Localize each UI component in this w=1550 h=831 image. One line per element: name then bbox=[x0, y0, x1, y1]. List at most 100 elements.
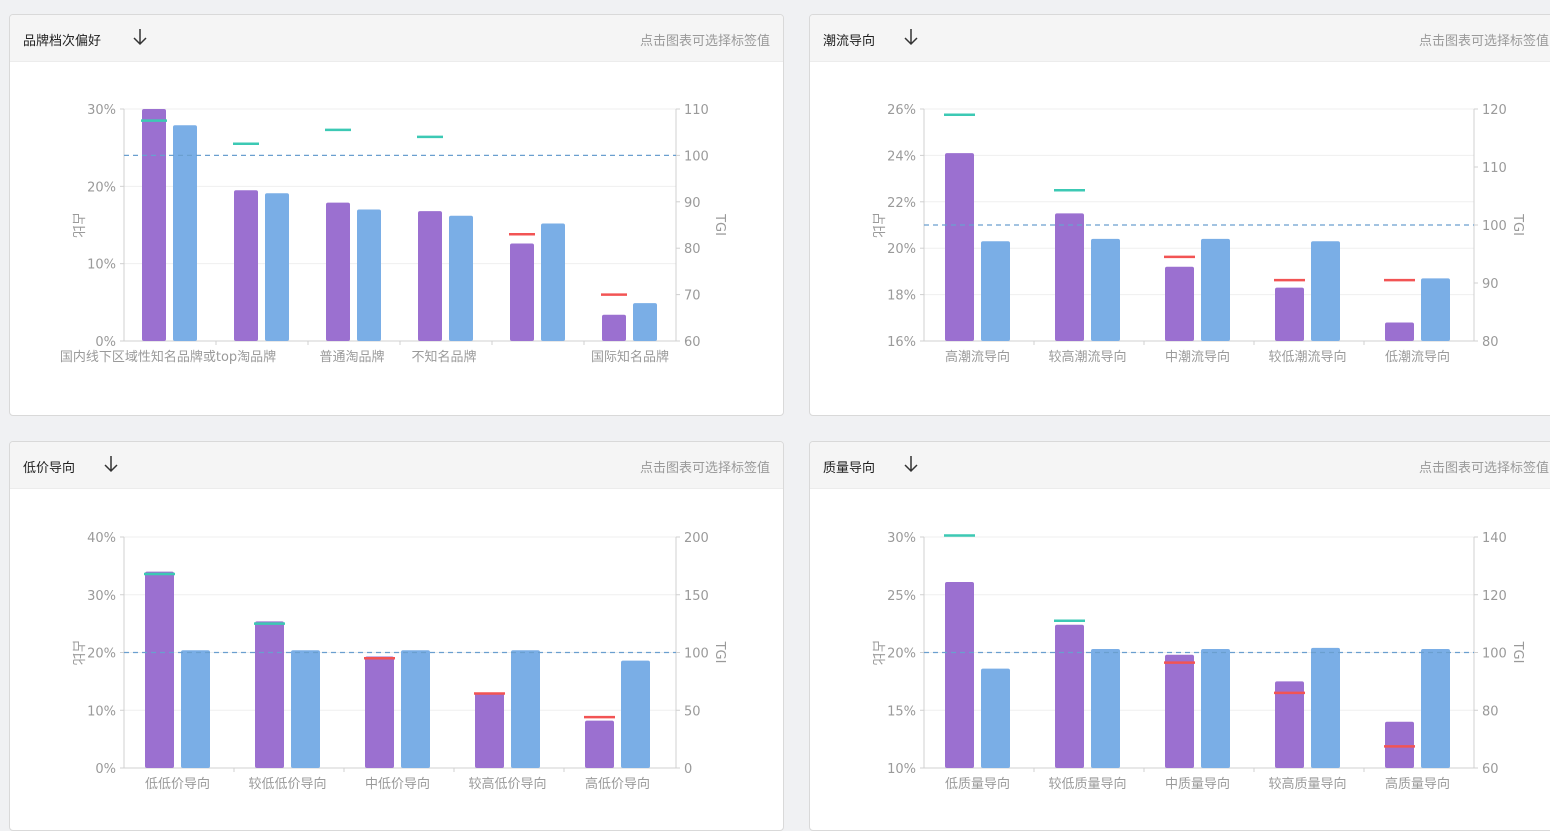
chart-panel-trend-orientation: 潮流导向 点击图表可选择标签值 16% 18% 20% 22% 24% 26% 80 90 10… bbox=[809, 14, 1550, 416]
x-axis-category-label: 国际知名品牌 bbox=[591, 349, 669, 365]
left-axis-tick-label: 40% bbox=[87, 531, 116, 546]
bar-chart[interactable]: 10% 15% 20% 25% 30% 60 80 100 120 140 占比 TGI 低质量导向 较低… bbox=[810, 489, 1550, 831]
bar-secondary bbox=[1201, 238, 1230, 341]
x-axis-category-label: 较高质量导向 bbox=[1268, 776, 1346, 792]
bar-secondary bbox=[633, 303, 657, 341]
left-axis-tick-label: 25% bbox=[887, 589, 916, 604]
sort-down-arrow-icon[interactable] bbox=[132, 27, 148, 47]
right-axis-label: TGI bbox=[1510, 641, 1525, 664]
right-axis-tick-label: 110 bbox=[684, 103, 709, 118]
right-axis-tick-label: 100 bbox=[1482, 219, 1507, 234]
bar-secondary bbox=[265, 193, 289, 341]
sort-down-arrow-icon[interactable] bbox=[103, 454, 119, 474]
right-axis-tick-label: 120 bbox=[1482, 589, 1507, 604]
left-axis-tick-label: 24% bbox=[887, 149, 916, 164]
bar-secondary bbox=[1091, 649, 1120, 768]
right-axis-tick-label: 100 bbox=[1482, 647, 1507, 662]
bar-chart[interactable]: 0% 10% 20% 30% 40% 0 50 100 150 200 占比 TGI 低低价导向 较低低价… bbox=[10, 489, 784, 831]
left-axis-tick-label: 10% bbox=[87, 704, 116, 719]
bar-primary bbox=[326, 202, 350, 341]
right-axis-tick-label: 100 bbox=[684, 647, 709, 662]
bar-primary bbox=[142, 109, 166, 341]
left-axis-tick-label: 0% bbox=[95, 335, 116, 350]
bar-secondary bbox=[981, 668, 1010, 768]
bar-secondary bbox=[1421, 278, 1450, 341]
right-axis-tick-label: 200 bbox=[684, 531, 709, 546]
right-axis-label: TGI bbox=[712, 213, 727, 236]
x-axis-category-label: 较低质量导向 bbox=[1048, 776, 1126, 792]
bar-primary bbox=[475, 692, 504, 768]
panel-hint: 点击图表可选择标签值 bbox=[639, 461, 770, 476]
bar-primary bbox=[1165, 654, 1194, 768]
right-axis-tick-label: 60 bbox=[1482, 762, 1499, 777]
x-axis-category-label: 低潮流导向 bbox=[1385, 349, 1450, 365]
left-axis-tick-label: 16% bbox=[887, 335, 916, 350]
bar-secondary bbox=[1091, 238, 1120, 341]
x-axis-category-label: 普通淘品牌 bbox=[319, 349, 384, 365]
panel-hint: 点击图表可选择标签值 bbox=[1419, 461, 1550, 476]
panel-hint: 点击图表可选择标签值 bbox=[1419, 34, 1550, 49]
bar-primary bbox=[418, 211, 442, 341]
right-axis-tick-label: 150 bbox=[684, 589, 709, 604]
bar-primary bbox=[1055, 213, 1084, 341]
bar-primary bbox=[234, 190, 258, 341]
panel-title: 品牌档次偏好 bbox=[23, 34, 102, 49]
x-axis-category-label: 国内线下区域性知名品牌或top淘品牌 bbox=[60, 349, 276, 365]
panel-header: 潮流导向 点击图表可选择标签值 bbox=[810, 15, 1550, 62]
bar-primary bbox=[1055, 624, 1084, 768]
bar-secondary bbox=[1201, 649, 1230, 768]
bar-primary bbox=[510, 243, 534, 341]
bar-secondary bbox=[449, 215, 473, 341]
left-axis-tick-label: 30% bbox=[87, 103, 116, 118]
chart-panel-low-price-orientation: 低价导向 点击图表可选择标签值 0% 10% 20% 30% 40% 0 50 100 150 2… bbox=[9, 441, 784, 831]
x-axis-category-label: 中低价导向 bbox=[365, 776, 430, 792]
bar-primary bbox=[945, 153, 974, 341]
panel-header: 低价导向 点击图表可选择标签值 bbox=[10, 442, 783, 489]
panel-title: 质量导向 bbox=[823, 461, 876, 476]
right-axis-tick-label: 90 bbox=[1482, 277, 1499, 292]
bar-primary bbox=[1385, 721, 1414, 768]
left-axis-tick-label: 20% bbox=[887, 647, 916, 662]
bar-primary bbox=[1275, 681, 1304, 768]
bar-primary bbox=[365, 656, 394, 768]
right-axis-tick-label: 110 bbox=[1482, 161, 1507, 176]
left-axis-tick-label: 0% bbox=[95, 762, 116, 777]
left-axis-tick-label: 15% bbox=[887, 704, 916, 719]
bar-primary bbox=[585, 720, 614, 768]
left-axis-label: 占比 bbox=[70, 212, 85, 238]
bar-primary bbox=[602, 314, 626, 341]
x-axis-category-label: 较高低价导向 bbox=[468, 776, 546, 792]
bar-secondary bbox=[511, 650, 540, 768]
right-axis-tick-label: 50 bbox=[684, 704, 701, 719]
bar-primary bbox=[1385, 322, 1414, 341]
x-axis-category-label: 高潮流导向 bbox=[945, 349, 1010, 365]
x-axis-category-label: 低质量导向 bbox=[945, 776, 1010, 792]
bar-primary bbox=[1275, 287, 1304, 341]
bar-primary bbox=[1165, 266, 1194, 341]
right-axis-tick-label: 140 bbox=[1482, 531, 1507, 546]
bar-chart[interactable]: 0% 10% 20% 30% 60 70 80 90 100 110 占比 TGI 国内线下区域性知名品… bbox=[10, 62, 784, 416]
right-axis-tick-label: 80 bbox=[1482, 704, 1499, 719]
right-axis-tick-label: 100 bbox=[684, 149, 709, 164]
x-axis-category-label: 低低价导向 bbox=[145, 776, 210, 792]
sort-down-arrow-icon[interactable] bbox=[903, 454, 919, 474]
sort-down-arrow-icon[interactable] bbox=[903, 27, 919, 47]
right-axis-tick-label: 70 bbox=[684, 289, 701, 304]
bar-primary bbox=[145, 571, 174, 768]
bar-chart[interactable]: 16% 18% 20% 22% 24% 26% 80 90 100 110 120 占比 TGI 高潮流导… bbox=[810, 62, 1550, 416]
left-axis-tick-label: 10% bbox=[887, 762, 916, 777]
bar-secondary bbox=[357, 209, 381, 341]
right-axis-tick-label: 0 bbox=[684, 762, 692, 777]
bar-secondary bbox=[981, 241, 1010, 341]
bar-secondary bbox=[173, 125, 197, 341]
left-axis-tick-label: 26% bbox=[887, 103, 916, 118]
panel-title: 潮流导向 bbox=[823, 34, 876, 49]
left-axis-label: 占比 bbox=[70, 639, 85, 665]
left-axis-tick-label: 30% bbox=[887, 531, 916, 546]
left-axis-tick-label: 30% bbox=[87, 589, 116, 604]
panel-header: 品牌档次偏好 点击图表可选择标签值 bbox=[10, 15, 783, 62]
bar-secondary bbox=[1311, 647, 1340, 768]
x-axis-category-label: 高质量导向 bbox=[1385, 776, 1450, 792]
bar-secondary bbox=[1421, 649, 1450, 768]
x-axis-category-label: 中质量导向 bbox=[1165, 776, 1230, 792]
